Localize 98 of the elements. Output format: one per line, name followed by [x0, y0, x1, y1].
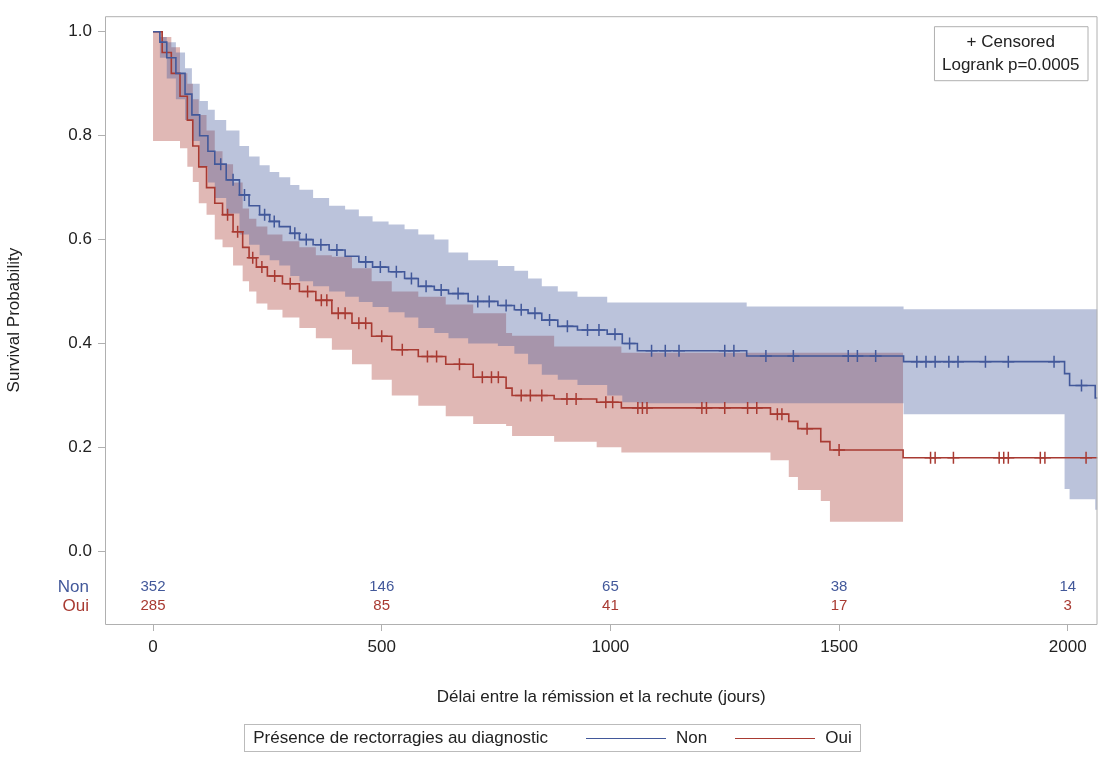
point [471, 294, 485, 309]
text: Oui [62, 595, 89, 615]
text: Non [57, 576, 89, 596]
point [255, 260, 269, 274]
point [1001, 354, 1016, 369]
point [230, 225, 245, 239]
point [608, 327, 622, 341]
point [499, 298, 513, 313]
point [750, 401, 764, 415]
point [514, 302, 528, 317]
point [404, 271, 419, 286]
point [330, 243, 344, 257]
point [429, 349, 444, 364]
point [535, 388, 549, 403]
point [542, 313, 557, 327]
annotation: 41 [602, 596, 619, 614]
point [727, 344, 741, 358]
point [1074, 378, 1089, 393]
point [434, 283, 448, 297]
x-axis-title: Délai entre la rémission et la rechute (jours) [436, 687, 766, 707]
point [832, 443, 846, 457]
point [978, 354, 993, 369]
annotation: 85 [373, 596, 391, 614]
point [288, 226, 302, 241]
annotation: 65 [602, 577, 619, 595]
annotation: 14 [1059, 577, 1077, 595]
point [946, 451, 961, 465]
point [580, 323, 595, 337]
annotation: 17 [830, 596, 848, 614]
y-tick-label: 0.6 [68, 229, 92, 249]
x-tick-label: 500 [367, 636, 396, 656]
point [245, 251, 260, 265]
annotation: Logrank p=0.0005 [941, 54, 1080, 74]
y-tick-label: 0.8 [68, 125, 92, 145]
annotation: 285 [140, 596, 166, 614]
point [220, 207, 235, 222]
point [928, 354, 942, 369]
point [800, 421, 814, 436]
legend-title: Présence de rectorragies au diagnostic [253, 728, 549, 748]
x-tick-label: 1500 [820, 636, 858, 656]
annotation: 146 [369, 577, 395, 595]
point [717, 401, 732, 415]
y-tick-label: 0.4 [68, 333, 92, 353]
point [213, 157, 228, 171]
point [267, 214, 281, 229]
point [338, 306, 352, 321]
point [622, 336, 637, 351]
point [951, 354, 965, 369]
point [672, 344, 686, 358]
point [1038, 451, 1052, 465]
point [928, 451, 942, 465]
point [358, 316, 373, 330]
legend-label: Non [676, 728, 708, 748]
point [868, 349, 883, 363]
point [528, 306, 542, 321]
y-tick-label: 1.0 [68, 21, 92, 41]
point [1047, 354, 1061, 369]
point [283, 276, 297, 291]
x-tick-label: 2000 [1048, 636, 1087, 656]
legend-label: Oui [825, 728, 852, 748]
point [560, 319, 575, 334]
point [226, 173, 240, 187]
point [389, 265, 404, 279]
point [605, 395, 620, 409]
point [592, 323, 606, 337]
annotation: 38 [830, 577, 848, 595]
point [314, 238, 328, 252]
point [267, 269, 282, 283]
point [1001, 451, 1016, 465]
point [786, 349, 801, 363]
point [658, 344, 673, 358]
point [644, 344, 659, 358]
point [451, 286, 465, 301]
x-tick-label: 0 [148, 636, 158, 656]
point [419, 279, 433, 294]
y-tick-label: 0.0 [68, 540, 92, 560]
point [452, 357, 467, 372]
annotation: + Censored [966, 31, 1055, 51]
y-axis-title: Survival Probability [3, 247, 23, 393]
point [373, 260, 388, 274]
point [491, 370, 506, 384]
point [299, 232, 313, 247]
point [257, 207, 272, 222]
point [374, 329, 389, 343]
point [759, 349, 773, 363]
x-tick-label: 1000 [591, 636, 630, 656]
point [300, 284, 315, 299]
point [523, 388, 538, 403]
annotation: 352 [140, 577, 166, 595]
annotation: 3 [1063, 596, 1072, 614]
point [482, 294, 496, 309]
point [395, 342, 410, 357]
point [358, 255, 373, 269]
point [237, 188, 252, 202]
point [320, 293, 334, 308]
point [569, 392, 583, 406]
y-tick-label: 0.2 [68, 437, 92, 457]
point [1079, 451, 1093, 465]
